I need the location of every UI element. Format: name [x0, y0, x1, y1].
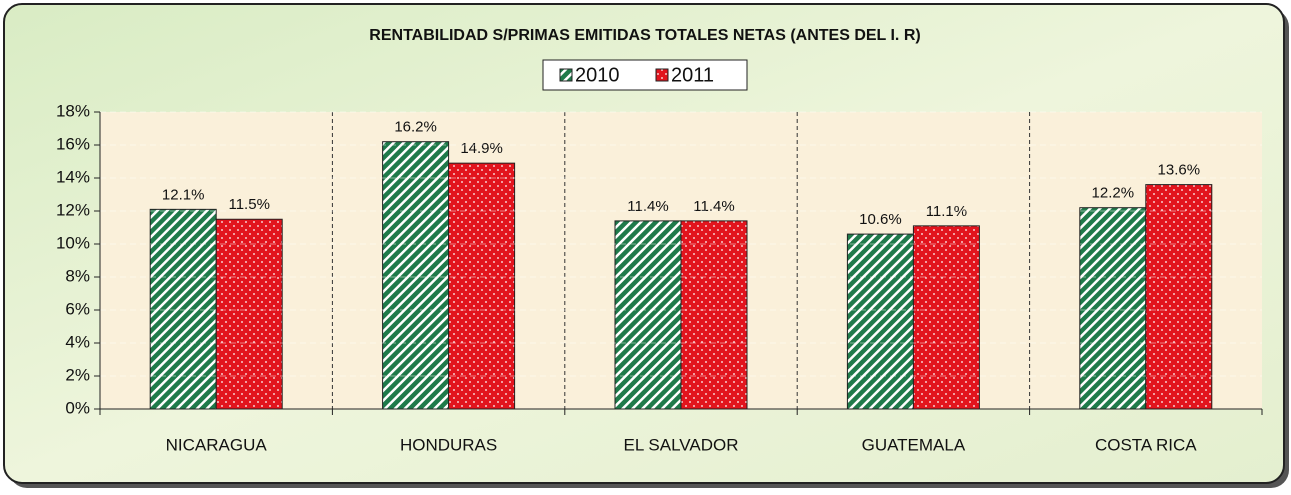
x-tick-label: HONDURAS: [400, 435, 497, 454]
bar: [215, 218, 283, 410]
y-tick-label: 16%: [56, 134, 90, 153]
value-label: 10.6%: [859, 211, 902, 228]
y-tick-label: 18%: [56, 101, 90, 120]
bar: [448, 162, 516, 410]
x-tick-label: NICARAGUA: [166, 435, 268, 454]
value-label: 12.2%: [1092, 185, 1135, 202]
bar: [1145, 184, 1213, 410]
value-label: 12.1%: [162, 186, 205, 203]
value-label: 11.1%: [926, 203, 967, 220]
y-tick-label: 12%: [56, 200, 90, 219]
x-tick-label: GUATEMALA: [862, 435, 966, 454]
value-label: 11.4%: [627, 198, 668, 215]
y-tick-label: 0%: [65, 398, 90, 417]
legend-swatch: [559, 68, 573, 82]
bar: [912, 225, 980, 410]
bar: [149, 208, 217, 410]
y-tick-label: 6%: [65, 299, 90, 318]
chart-title: RENTABILIDAD S/PRIMAS EMITIDAS TOTALES N…: [369, 27, 920, 44]
legend-box: [542, 59, 748, 91]
legend-label: 2011: [671, 64, 714, 86]
y-tick-label: 4%: [65, 332, 90, 351]
y-tick-label: 14%: [56, 167, 90, 186]
bar: [680, 220, 748, 410]
value-label: 11.5%: [228, 196, 269, 213]
x-tick-label: COSTA RICA: [1095, 435, 1197, 454]
bar: [1079, 207, 1147, 410]
bar: [382, 141, 450, 410]
bar: [614, 220, 682, 410]
value-label: 14.9%: [460, 140, 503, 157]
value-label: 13.6%: [1158, 162, 1201, 179]
legend-label: 2010: [575, 64, 620, 86]
y-tick-label: 10%: [56, 233, 90, 252]
x-tick-label: EL SALVADOR: [624, 435, 739, 454]
y-tick-label: 2%: [65, 365, 90, 384]
value-label: 16.2%: [394, 119, 437, 136]
y-tick-label: 8%: [65, 266, 90, 285]
value-label: 11.4%: [693, 198, 734, 215]
bar: [846, 233, 914, 410]
legend-swatch: [655, 68, 669, 82]
